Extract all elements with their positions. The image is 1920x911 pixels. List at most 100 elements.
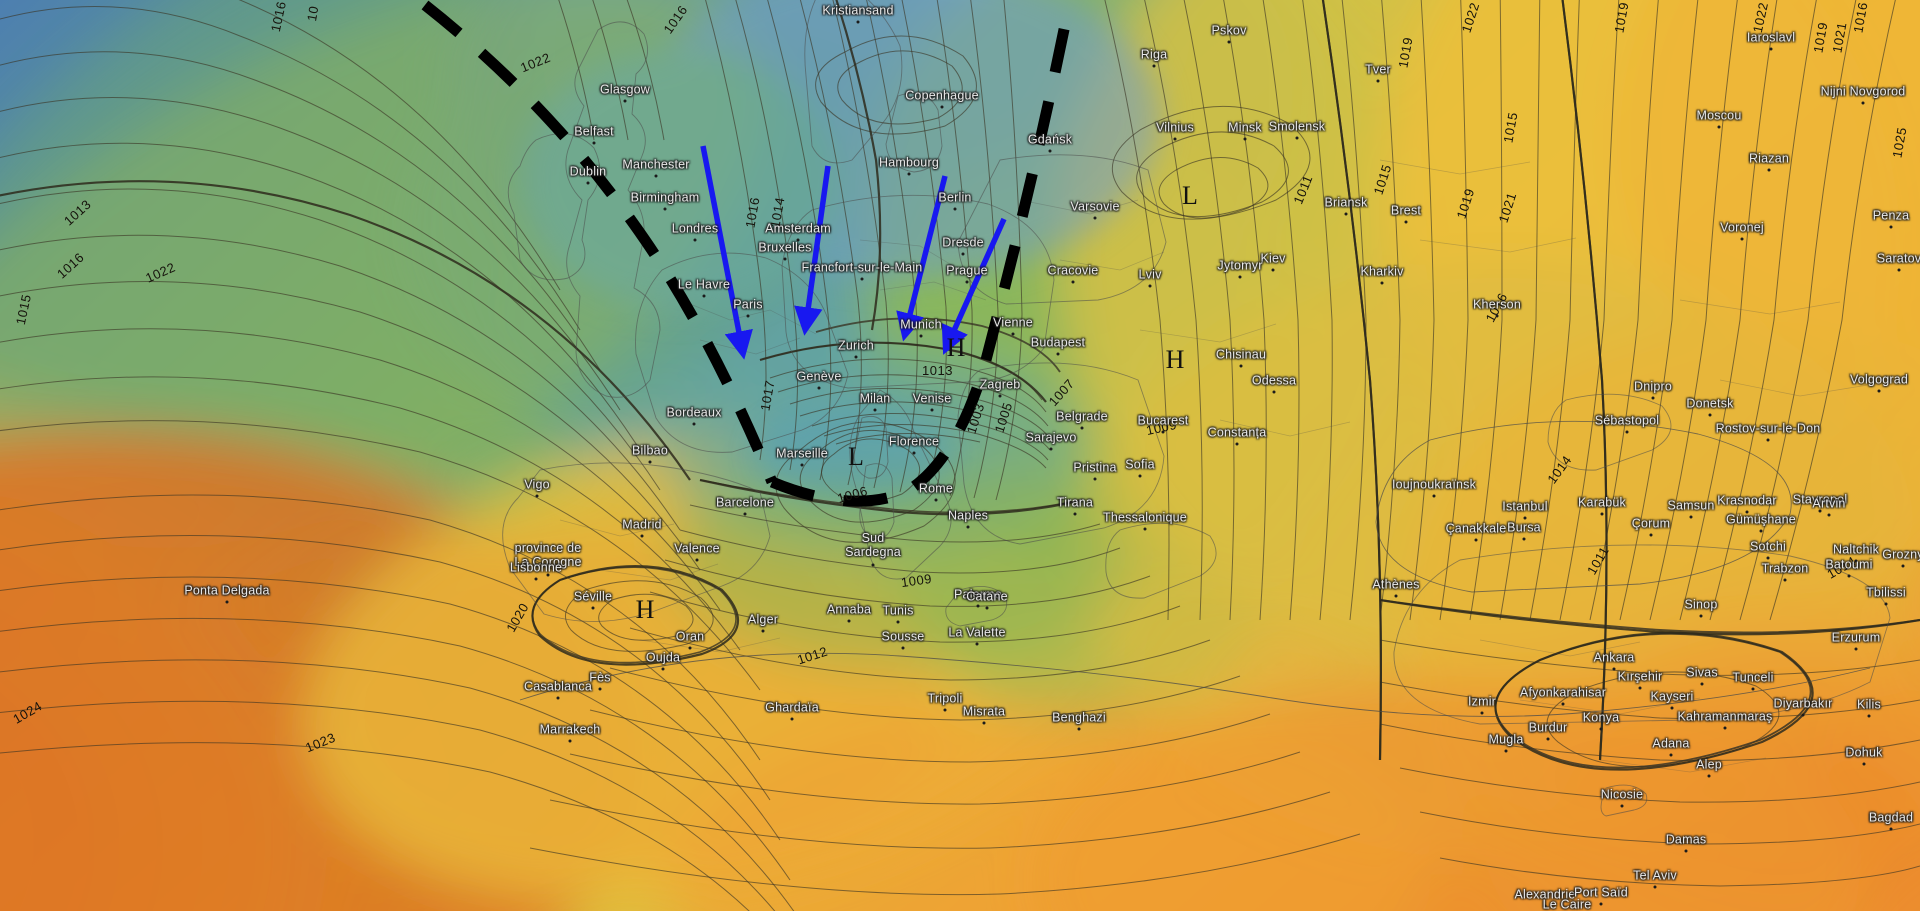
city-label: Volgograd [1849,372,1909,387]
city-label: Tripoli [927,691,963,706]
city-label: Gdańsk [1027,132,1073,147]
city-label: Kilis [1857,697,1881,712]
city-label: Valence [674,541,720,556]
city-label: Alexandrie [1514,887,1576,902]
city-label: Varsovie [1070,199,1120,214]
city-label: Kayseri [1650,689,1694,704]
city-label: Krasnodar [1717,493,1777,508]
city-label: Sud Sardegna [845,531,901,559]
city-label: Marseille [776,446,828,461]
city-label: Lisbonne [509,560,563,575]
city-label: Alep [1696,757,1722,772]
city-label: Ankara [1593,650,1635,665]
city-label: Penza [1872,208,1910,223]
cold-air-arrow-uk [700,145,753,360]
city-label: Zurich [838,338,874,353]
isobar-label: 10 [304,4,322,23]
city-label: Prague [946,263,988,278]
cold-air-arrow-france [794,165,831,336]
city-label: Sivas [1686,665,1718,680]
city-label: Rome [918,481,954,496]
city-label: Genève [796,369,842,384]
city-label: Adana [1652,736,1690,751]
city-label: Pristina [1073,460,1117,475]
city-label: Munich [900,317,942,332]
low-pressure-marker: L [848,442,864,471]
city-label: Belgrade [1056,409,1108,424]
city-label: province de La Corogne [514,541,582,569]
front-line-western [421,0,778,485]
city-label: Annaba [826,602,872,617]
city-label: Belfast [574,124,614,139]
city-label: Tbilissi [1866,585,1906,600]
cold-air-arrow-germany [896,175,948,342]
city-label: Barcelone [715,495,775,510]
city-label: Milan [859,391,891,406]
city-label: Erzurum [1831,630,1881,645]
city-label: Kiev [1260,251,1286,266]
city-label: Jytomyr [1217,258,1263,273]
city-label: Smolensk [1268,119,1326,134]
city-label: Kırşehir [1617,669,1663,684]
city-label: Ghardaïa [765,700,819,715]
city-label: Voronej [1720,220,1764,235]
city-label: Odessa [1251,373,1297,388]
city-label: Afyonkarahisar [1519,685,1607,700]
city-label: Mugla [1488,732,1524,747]
city-label: Venise [912,391,952,406]
city-label: Sarajevo [1025,430,1077,445]
city-label: Çorum [1631,516,1671,531]
city-label: Naltchik [1832,542,1880,557]
city-label: Kristiansand [822,3,894,18]
city-label: Benghazi [1052,710,1106,725]
city-label: Chisinau [1215,347,1267,362]
city-label: Le Havre [677,277,731,292]
city-label: Oran [675,629,705,644]
city-label: Tirana [1056,495,1094,510]
city-label: Artvin [1812,496,1846,511]
city-label: Konya [1582,710,1620,725]
city-label: Copenhague [905,88,979,103]
city-label: Zagreb [979,377,1021,392]
city-label: Riazan [1748,151,1790,166]
city-label: Alger [747,612,779,627]
city-label: Palerme [954,587,1002,602]
city-label: Lviv [1138,267,1162,282]
city-label: Berlin [938,190,972,205]
city-label: Florence [888,434,940,449]
city-label: Kharkiv [1360,264,1404,279]
city-label: Paris [733,297,763,312]
city-label: Diyarbakır [1773,696,1833,711]
city-label: Sotchi [1750,539,1786,554]
city-label: Vilnius [1156,120,1194,135]
city-label: Tunceli [1732,670,1774,685]
city-label: Gümüşhane [1726,512,1796,527]
city-label: Constanța [1207,425,1267,440]
city-label: Bucarest [1137,413,1189,428]
city-label: Dublin [569,164,607,179]
city-label: Sébastopol [1594,413,1660,428]
country-borders [502,0,1891,817]
city-label: Amsterdam [765,221,831,236]
city-label: Tel Aviv [1633,868,1677,883]
city-label: Oujda [645,650,681,665]
city-label: Port Saïd [1574,885,1628,900]
city-label: Sinop [1684,597,1718,612]
city-label: Izmir [1467,694,1497,709]
city-label: Vienne [993,315,1033,330]
front-line-eastern [980,0,1076,362]
city-label: Minsk [1228,120,1262,135]
city-label: Tver [1365,62,1391,77]
low-pressure-marker: L [1182,181,1198,210]
high-pressure-marker: H [1165,345,1185,374]
city-label: Dnipro [1633,379,1673,394]
city-label: Fès [589,670,611,685]
city-label: Nijni Novgorod [1820,84,1906,99]
city-label: Batoumi [1825,557,1873,572]
cold-advection-arrows [700,145,1007,360]
